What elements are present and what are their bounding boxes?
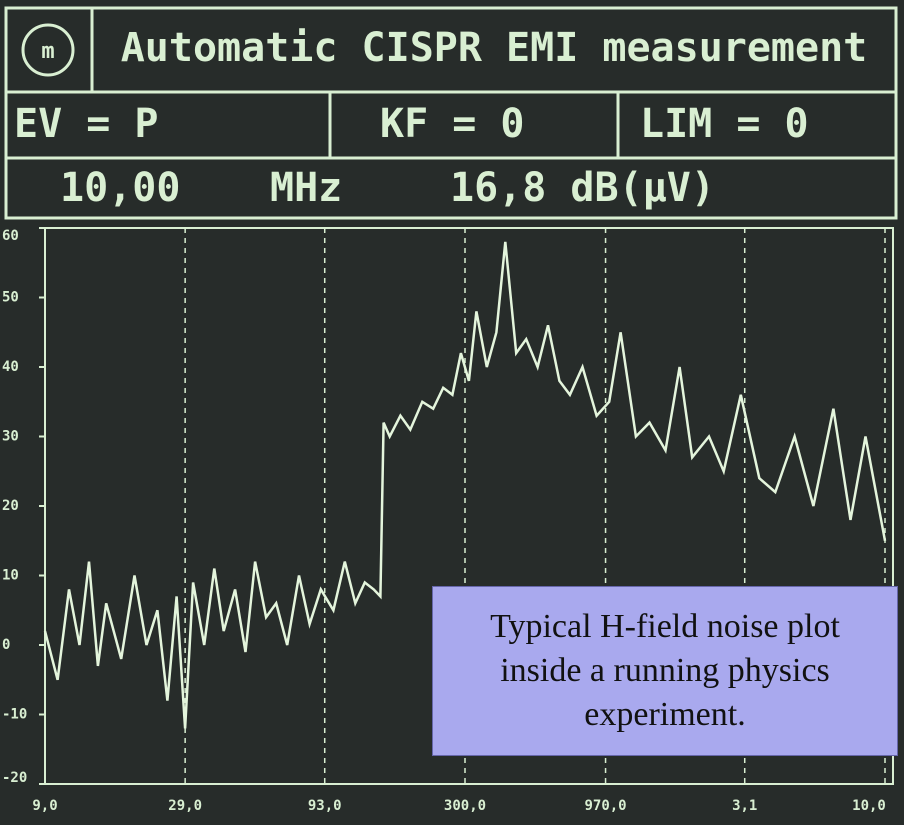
- logo-mark: m: [41, 39, 54, 64]
- y-tick-label: -20: [2, 770, 27, 786]
- x-tick-label: 93,0: [308, 798, 342, 814]
- y-tick-label: -10: [2, 707, 27, 723]
- y-tick-label: 30: [2, 429, 19, 445]
- y-tick-label: 60: [2, 228, 19, 244]
- annotation: Typical H-field noise plot inside a runn…: [432, 586, 898, 756]
- y-tick-label: 50: [2, 290, 19, 306]
- title: Automatic CISPR EMI measurement: [121, 25, 868, 71]
- x-tick-label: 10,0: [852, 798, 886, 814]
- logo: [21, 23, 75, 77]
- x-tick-label: 29,0: [168, 798, 202, 814]
- x-tick-label: 970,0: [584, 798, 626, 814]
- spectrum-trace: [43, 241, 887, 729]
- y-tick-label: 40: [2, 359, 19, 375]
- y-tick-label: 20: [2, 498, 19, 514]
- marker-level: 16,8 dB(µV): [450, 165, 715, 211]
- marker-unit: MHz: [270, 165, 342, 211]
- x-tick-label: 300,0: [444, 798, 486, 814]
- readout: EV = P: [14, 101, 159, 147]
- x-tick-label: 3,1: [732, 798, 757, 814]
- readout: KF = 0: [380, 101, 525, 147]
- y-tick-label: 0: [2, 637, 10, 653]
- marker-freq: 10,00: [60, 165, 180, 211]
- readout: LIM = 0: [640, 101, 809, 147]
- header-frame: [4, 6, 898, 220]
- x-tick-label: 9,0: [32, 798, 57, 814]
- y-tick-label: 10: [2, 568, 19, 584]
